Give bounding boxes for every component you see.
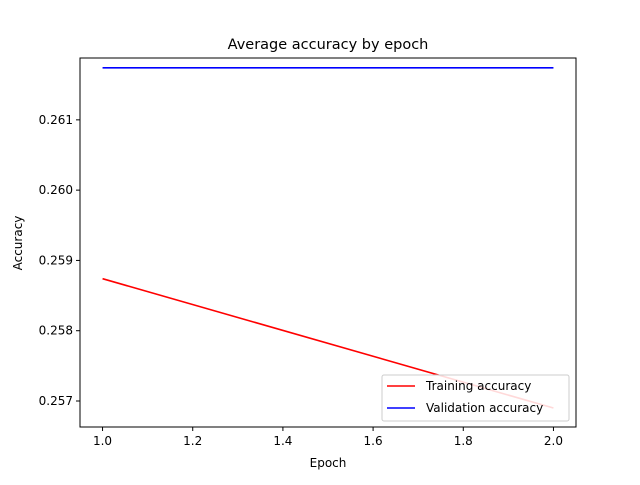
legend-label-validation: Validation accuracy (426, 401, 543, 415)
x-tick-label: 2.0 (544, 434, 563, 448)
ticks-layer: 1.0 1.2 1.4 1.6 1.8 2.0 0.257 0.258 0.259 0.260 0.… (39, 113, 563, 448)
y-tick-label: 0.261 (39, 113, 73, 127)
y-tick-label: 0.257 (39, 394, 73, 408)
legend: Training accuracy Validation accuracy (381, 374, 570, 422)
x-tick-label: 1.4 (273, 434, 292, 448)
y-axis-label: Accuracy (11, 216, 25, 271)
y-tick-label: 0.260 (39, 183, 73, 197)
plot-frame (79, 57, 577, 428)
chart-title: Average accuracy by epoch (228, 37, 429, 53)
y-tick-label: 0.259 (39, 253, 73, 267)
x-tick-label: 1.2 (183, 434, 202, 448)
x-tick-label: 1.6 (364, 434, 383, 448)
legend-box (381, 374, 570, 422)
y-tick-label: 0.258 (39, 324, 73, 338)
x-tick-label: 1.8 (454, 434, 473, 448)
x-tick-label: 1.0 (93, 434, 112, 448)
legend-label-training: Training accuracy (425, 379, 531, 393)
x-axis-label: Epoch (310, 456, 347, 470)
